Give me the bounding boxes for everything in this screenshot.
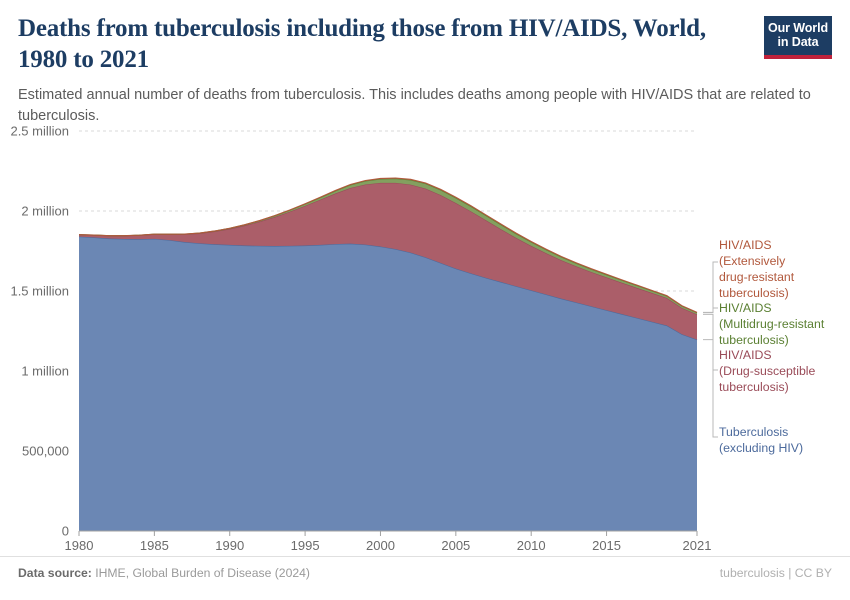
chart-footer: Data source: IHME, Global Burden of Dise… [0, 556, 850, 580]
data-source-value: IHME, Global Burden of Disease (2024) [95, 566, 310, 580]
legend-connector-lines [703, 261, 718, 438]
area-series[interactable] [79, 178, 697, 315]
legend-label-line: HIV/AIDS [719, 348, 772, 362]
license-note[interactable]: tuberculosis | CC BY [719, 566, 832, 580]
legend-label-line: tuberculosis) [719, 332, 789, 347]
y-axis-tick-label: 1.5 million [10, 284, 69, 299]
page-title: Deaths from tuberculosis including those… [18, 15, 706, 73]
chart-header: Deaths from tuberculosis including those… [0, 0, 850, 126]
y-axis-tick-label: 0 [62, 524, 69, 539]
x-axis-tick-label: 2000 [366, 538, 395, 553]
chart-legend: HIV/AIDS (Extensively drug-resistant tub… [703, 0, 850, 600]
x-axis-tick-label: 2010 [517, 538, 546, 553]
legend-label-line: (excluding HIV) [719, 440, 804, 455]
legend-item-hiv-aids-xdr[interactable]: HIV/AIDS (Extensively drug-resistant tub… [719, 238, 850, 302]
x-axis-tick-label: 2015 [592, 538, 621, 553]
legend-label-line: (Drug-susceptible [719, 363, 816, 378]
area-series-outline [78, 236, 698, 341]
y-axis-tick-label: 2 million [21, 204, 69, 219]
legend-label-line: HIV/AIDS [719, 238, 772, 252]
owid-logo-line2: in Data [777, 35, 819, 50]
data-source: Data source: IHME, Global Burden of Dise… [18, 566, 310, 580]
owid-logo-line1: Our World [768, 21, 828, 35]
chart-subtitle: Estimated annual number of deaths from t… [18, 87, 811, 124]
area-series[interactable] [79, 236, 697, 531]
y-axis-tick-label: 1 million [21, 364, 69, 379]
x-axis-tick-label: 2005 [441, 538, 470, 553]
gridlines [79, 130, 697, 452]
legend-connector [703, 313, 718, 371]
legend-item-hiv-aids-mdr[interactable]: HIV/AIDS (Multidrug-resistant tuberculos… [719, 301, 850, 349]
legend-label-line: HIV/AIDS [719, 301, 772, 315]
legend-item-hiv-aids-ds[interactable]: HIV/AIDS (Drug-susceptible tuberculosis) [719, 348, 850, 396]
legend-label-line: drug-resistant [719, 269, 795, 284]
axis-lines [78, 530, 698, 536]
area-series[interactable] [79, 178, 697, 313]
area-series-outline [78, 182, 698, 315]
area-series-group [78, 177, 698, 531]
owid-logo[interactable]: Our World in Data [764, 16, 832, 59]
legend-connector [703, 307, 718, 314]
title-row: Deaths from tuberculosis including those… [18, 14, 832, 75]
y-axis-tick-label: 500,000 [22, 444, 69, 459]
area-series-outline [78, 178, 698, 314]
legend-label-line: tuberculosis) [719, 379, 789, 394]
area-series[interactable] [79, 182, 697, 340]
legend-label-line: tuberculosis) [719, 285, 789, 300]
x-axis-tick-label: 1995 [291, 538, 320, 553]
x-axis-tick-label: 1985 [140, 538, 169, 553]
data-source-label: Data source: [18, 566, 92, 580]
legend-connector [703, 339, 718, 438]
legend-item-tuberculosis-excluding-hiv[interactable]: Tuberculosis (excluding HIV) [719, 425, 850, 457]
legend-label-line: (Multidrug-resistant [719, 316, 825, 331]
x-axis-tick-label: 1990 [215, 538, 244, 553]
legend-label-line: Tuberculosis [719, 425, 789, 439]
legend-label-line: (Extensively [719, 253, 786, 268]
area-series-outline [78, 177, 698, 313]
x-axis-tick-label: 1980 [65, 538, 94, 553]
legend-connector [703, 261, 718, 313]
x-axis-labels: 1980 1985 1990 1995 2000 2005 2010 2015 2021 [65, 538, 712, 553]
